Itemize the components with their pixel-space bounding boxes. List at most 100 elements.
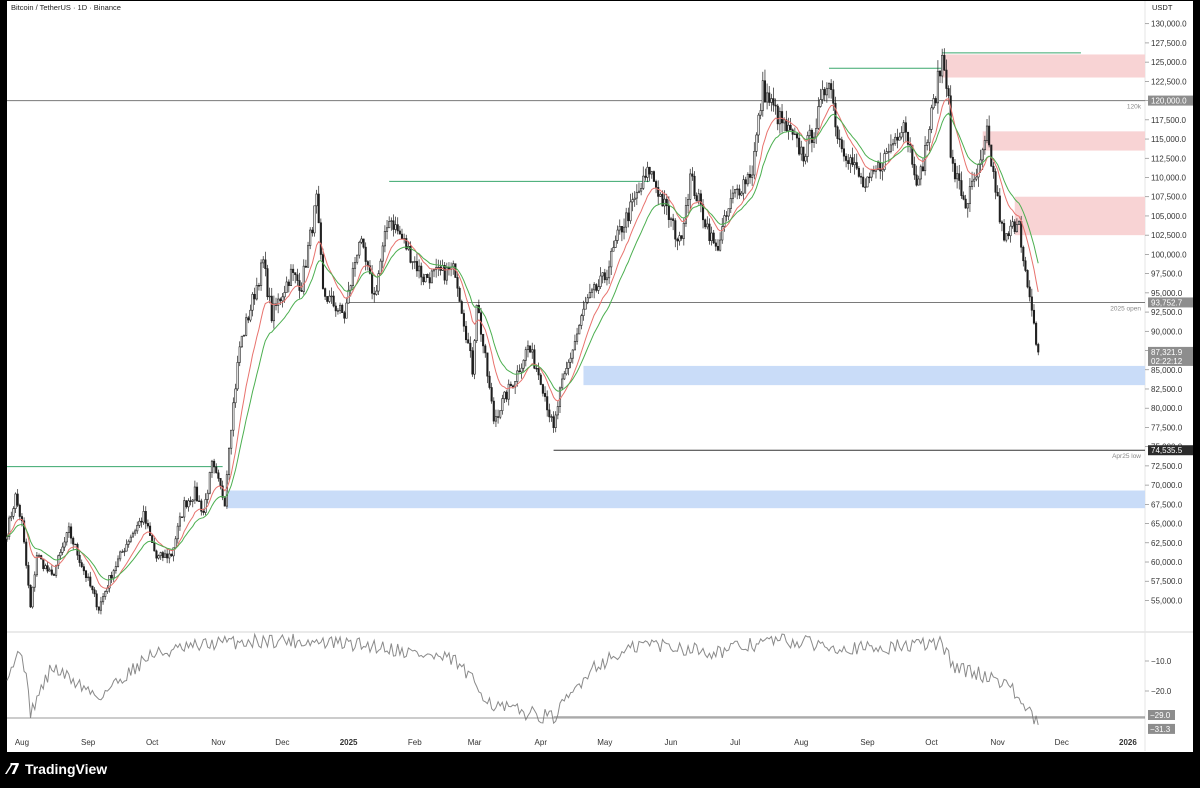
candle-up xyxy=(706,223,709,228)
candle-up xyxy=(825,87,828,96)
price-tag-2 xyxy=(1148,297,1193,308)
candle-down xyxy=(215,466,218,474)
candle-up xyxy=(804,156,807,162)
candle-up xyxy=(260,262,263,286)
candle-up xyxy=(755,134,758,152)
candle-down xyxy=(704,219,707,228)
candle-down xyxy=(533,349,536,369)
candle-down xyxy=(319,222,322,255)
candle-down xyxy=(620,226,623,233)
candle-down xyxy=(110,575,113,579)
candle-up xyxy=(432,269,436,272)
candle-up xyxy=(757,114,760,136)
candle-up xyxy=(565,368,568,375)
candle-down xyxy=(16,493,19,506)
candle-up xyxy=(736,188,739,191)
candle-up xyxy=(817,106,820,129)
supply-zone-2 xyxy=(982,131,1145,151)
candle-down xyxy=(471,350,474,375)
time-tick-label: Aug xyxy=(794,738,808,747)
candle-down xyxy=(1022,246,1025,262)
candle-down xyxy=(537,368,540,376)
candle-down xyxy=(832,89,835,104)
candle-down xyxy=(763,80,767,103)
candle-up xyxy=(375,290,378,295)
candle-up xyxy=(885,151,888,154)
candle-up xyxy=(494,416,497,422)
price-tick-label: 80,000.0 xyxy=(1151,404,1183,413)
candle-up xyxy=(631,199,634,203)
candle-up xyxy=(531,349,534,353)
candle-up xyxy=(1009,225,1012,237)
candle-up xyxy=(358,241,361,256)
oscillator-tag-text-2: −31.3 xyxy=(1150,725,1171,734)
time-tick-label: Oct xyxy=(146,738,159,747)
candle-up xyxy=(616,229,619,241)
oscillator-pane: −10.0 −20.0 −29.0 −31.3 xyxy=(6,632,1175,734)
oscillator-tag-text-1: −29.0 xyxy=(1150,711,1171,720)
candle-up xyxy=(936,70,939,104)
candle-up xyxy=(742,179,745,194)
candle-up xyxy=(245,317,248,336)
price-tick-label: 65,000.0 xyxy=(1151,520,1183,529)
candle-up xyxy=(411,261,414,263)
candle-up xyxy=(866,176,869,188)
candle-up xyxy=(12,508,15,517)
candle-down xyxy=(93,589,96,595)
candle-down xyxy=(422,276,425,283)
time-tick-label: May xyxy=(597,738,612,747)
candle-up xyxy=(178,516,181,527)
candle-down xyxy=(415,261,418,272)
price-tick-label: 100,000.0 xyxy=(1151,250,1187,259)
candle-down xyxy=(838,138,841,141)
candle-up xyxy=(642,175,645,189)
candle-up xyxy=(573,340,576,351)
candle-down xyxy=(768,92,771,103)
candle-up xyxy=(902,122,905,133)
candle-down xyxy=(426,274,429,278)
candle-down xyxy=(467,339,470,344)
candle-up xyxy=(985,125,989,141)
candle-up xyxy=(129,536,132,542)
candle-down xyxy=(392,220,395,230)
candle-up xyxy=(751,174,754,178)
candle-up xyxy=(981,149,984,161)
candle-up xyxy=(377,273,380,292)
price-tick-label: 55,000.0 xyxy=(1151,596,1183,605)
candle-down xyxy=(257,285,260,287)
candle-up xyxy=(507,383,510,400)
time-tick-label: 2025 xyxy=(340,738,358,747)
candle-down xyxy=(492,400,495,422)
candle-up xyxy=(900,132,903,138)
candle-up xyxy=(808,129,811,136)
candle-down xyxy=(780,111,784,124)
candle-down xyxy=(400,233,404,240)
candle-up xyxy=(622,226,626,233)
candle-up xyxy=(740,192,743,196)
candle-down xyxy=(789,124,792,131)
candle-up xyxy=(313,205,316,234)
tradingview-logo[interactable]: ⁄7 TradingView xyxy=(8,760,107,778)
candle-up xyxy=(729,198,732,209)
time-tick-label: Sep xyxy=(860,738,875,747)
candle-up xyxy=(975,176,978,180)
candle-down xyxy=(332,295,335,307)
candle-up xyxy=(281,296,284,302)
candle-down xyxy=(264,259,267,269)
candle-down xyxy=(535,367,538,370)
price-tick-label: 62,500.0 xyxy=(1151,539,1183,548)
candle-down xyxy=(964,198,967,209)
candle-down xyxy=(443,264,446,281)
candle-up xyxy=(723,215,726,227)
tradingview-brand: TradingView xyxy=(24,761,108,777)
candle-down xyxy=(185,500,188,508)
candle-up xyxy=(524,349,527,361)
candle-up xyxy=(234,388,237,404)
candle-up xyxy=(659,193,662,197)
candle-up xyxy=(684,205,688,224)
candle-down xyxy=(988,125,991,146)
candle-down xyxy=(428,277,431,284)
candle-down xyxy=(845,155,848,161)
candle-down xyxy=(46,565,49,572)
